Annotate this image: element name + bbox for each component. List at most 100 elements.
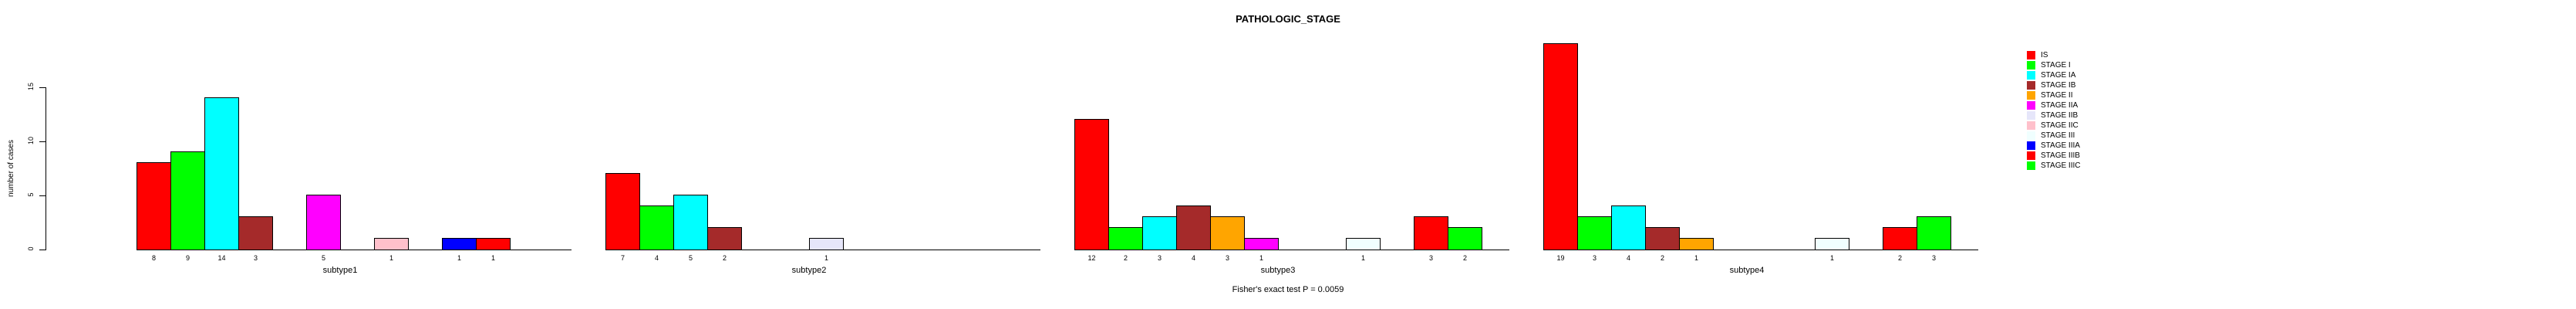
- bar-subtype2-stage-i: [639, 205, 674, 250]
- group-label-subtype2: subtype2: [791, 266, 827, 275]
- bar-subtype1-stage-ia: [204, 97, 239, 250]
- legend: IS STAGE I STAGE IA STAGE IB STAGE II STAGE I…: [2027, 51, 2081, 171]
- bar-subtype1-is: [137, 162, 171, 250]
- bar-value-label: 3: [1931, 254, 1936, 262]
- bar-value-label: 2: [1897, 254, 1902, 262]
- legend-swatch: [2027, 101, 2035, 110]
- legend-item-stage-iic: STAGE IIC: [2027, 121, 2081, 130]
- bar-subtype1-stage-iiib: [476, 238, 511, 250]
- bar-subtype3-stage-iiib: [1414, 216, 1448, 250]
- legend-label: STAGE IIIB: [2041, 151, 2080, 160]
- legend-label: STAGE IA: [2041, 71, 2076, 80]
- legend-label: STAGE IIB: [2041, 111, 2079, 120]
- bar-subtype3-stage-ib: [1176, 205, 1211, 250]
- legend-item-stage-iib: STAGE IIB: [2027, 111, 2081, 120]
- y-tick-mark: [39, 195, 46, 196]
- legend-label: STAGE IIIA: [2041, 141, 2080, 150]
- bar-value-label: 4: [1191, 254, 1195, 262]
- bar-subtype3-stage-iia: [1244, 238, 1279, 250]
- bar-subtype2-stage-ib: [707, 227, 742, 250]
- bar-value-label: 1: [824, 254, 828, 262]
- legend-item-stage-iiic: STAGE IIIC: [2027, 161, 2081, 170]
- bar-subtype1-stage-ib: [238, 216, 273, 250]
- legend-swatch: [2027, 161, 2035, 170]
- legend-item-stage-iiib: STAGE IIIB: [2027, 151, 2081, 160]
- legend-item-stage-iiia: STAGE IIIA: [2027, 141, 2081, 150]
- bar-subtype3-stage-iiic: [1448, 227, 1482, 250]
- bar-subtype4-stage-iii: [1815, 238, 1849, 250]
- legend-swatch: [2027, 111, 2035, 120]
- bar-subtype4-stage-ib: [1645, 227, 1680, 250]
- group-label-subtype4: subtype4: [1729, 266, 1765, 275]
- bar-subtype4-stage-ii: [1679, 238, 1714, 250]
- bar-value-label: 3: [1428, 254, 1433, 262]
- legend-item-stage-ib: STAGE IB: [2027, 81, 2081, 90]
- legend-swatch: [2027, 131, 2035, 140]
- bar-value-label: 1: [1360, 254, 1365, 262]
- bar-value-label: 1: [491, 254, 495, 262]
- bar-value-label: 3: [1157, 254, 1162, 262]
- y-tick-mark: [39, 141, 46, 142]
- bar-subtype3-stage-iii: [1346, 238, 1381, 250]
- bar-subtype3-is: [1074, 119, 1109, 250]
- bar-value-label: 3: [1225, 254, 1229, 262]
- bar-value-label: 7: [620, 254, 625, 262]
- y-tick-mark: [39, 87, 46, 88]
- bar-value-label: 1: [457, 254, 461, 262]
- bar-subtype1-stage-iiia: [442, 238, 477, 250]
- legend-item-stage-ii: STAGE II: [2027, 91, 2081, 100]
- legend-item-stage-iia: STAGE IIA: [2027, 101, 2081, 110]
- group-label-subtype3: subtype3: [1260, 266, 1296, 275]
- bar-value-label: 2: [1123, 254, 1128, 262]
- y-tick-label: 0: [27, 246, 35, 251]
- legend-label: IS: [2041, 51, 2048, 59]
- bar-subtype1-stage-i: [170, 151, 205, 250]
- bar-value-label: 4: [654, 254, 659, 262]
- bar-subtype1-stage-iic: [374, 238, 409, 250]
- legend-swatch: [2027, 61, 2035, 70]
- legend-item-is: IS: [2027, 51, 2081, 59]
- legend-item-stage-i: STAGE I: [2027, 61, 2081, 70]
- bar-value-label: 3: [1592, 254, 1597, 262]
- y-tick-label: 10: [27, 137, 35, 145]
- legend-swatch: [2027, 71, 2035, 80]
- bar-value-label: 4: [1626, 254, 1630, 262]
- bar-subtype2-is: [605, 173, 640, 250]
- bar-value-label: 12: [1087, 254, 1096, 262]
- chart-title: PATHOLOGIC_STAGE: [1236, 13, 1340, 25]
- bar-value-label: 1: [1829, 254, 1834, 262]
- legend-swatch: [2027, 141, 2035, 150]
- legend-item-stage-ia: STAGE IA: [2027, 71, 2081, 80]
- bar-value-label: 3: [253, 254, 258, 262]
- bar-subtype3-stage-ia: [1142, 216, 1177, 250]
- legend-label: STAGE II: [2041, 91, 2073, 100]
- bar-subtype2-stage-ia: [673, 195, 708, 250]
- bar-value-label: 1: [389, 254, 393, 262]
- legend-swatch: [2027, 121, 2035, 130]
- y-axis-label: number of cases: [7, 140, 15, 197]
- bar-value-label: 1: [1259, 254, 1263, 262]
- legend-label: STAGE IIIC: [2041, 161, 2081, 170]
- bar-value-label: 2: [1462, 254, 1467, 262]
- bar-value-label: 5: [321, 254, 325, 262]
- fisher-test-annotation: Fisher's exact test P = 0.0059: [1232, 285, 1344, 294]
- bar-value-label: 8: [151, 254, 156, 262]
- bar-subtype4-stage-iiic: [1917, 216, 1951, 250]
- legend-item-stage-iii: STAGE III: [2027, 131, 2081, 140]
- bar-value-label: 5: [688, 254, 693, 262]
- bar-subtype4-is: [1543, 43, 1578, 250]
- bar-value-label: 14: [217, 254, 226, 262]
- legend-label: STAGE IIA: [2041, 101, 2079, 110]
- bar-value-label: 9: [185, 254, 190, 262]
- group-label-subtype1: subtype1: [322, 266, 358, 275]
- bar-value-label: 2: [722, 254, 727, 262]
- bar-subtype3-stage-ii: [1210, 216, 1245, 250]
- bar-subtype4-stage-iiib: [1883, 227, 1917, 250]
- bar-subtype2-stage-iib: [809, 238, 844, 250]
- legend-label: STAGE III: [2041, 131, 2075, 140]
- y-tick-label: 15: [27, 83, 35, 91]
- y-tick-label: 5: [27, 192, 35, 197]
- bar-subtype1-stage-iia: [306, 195, 341, 250]
- legend-swatch: [2027, 51, 2035, 59]
